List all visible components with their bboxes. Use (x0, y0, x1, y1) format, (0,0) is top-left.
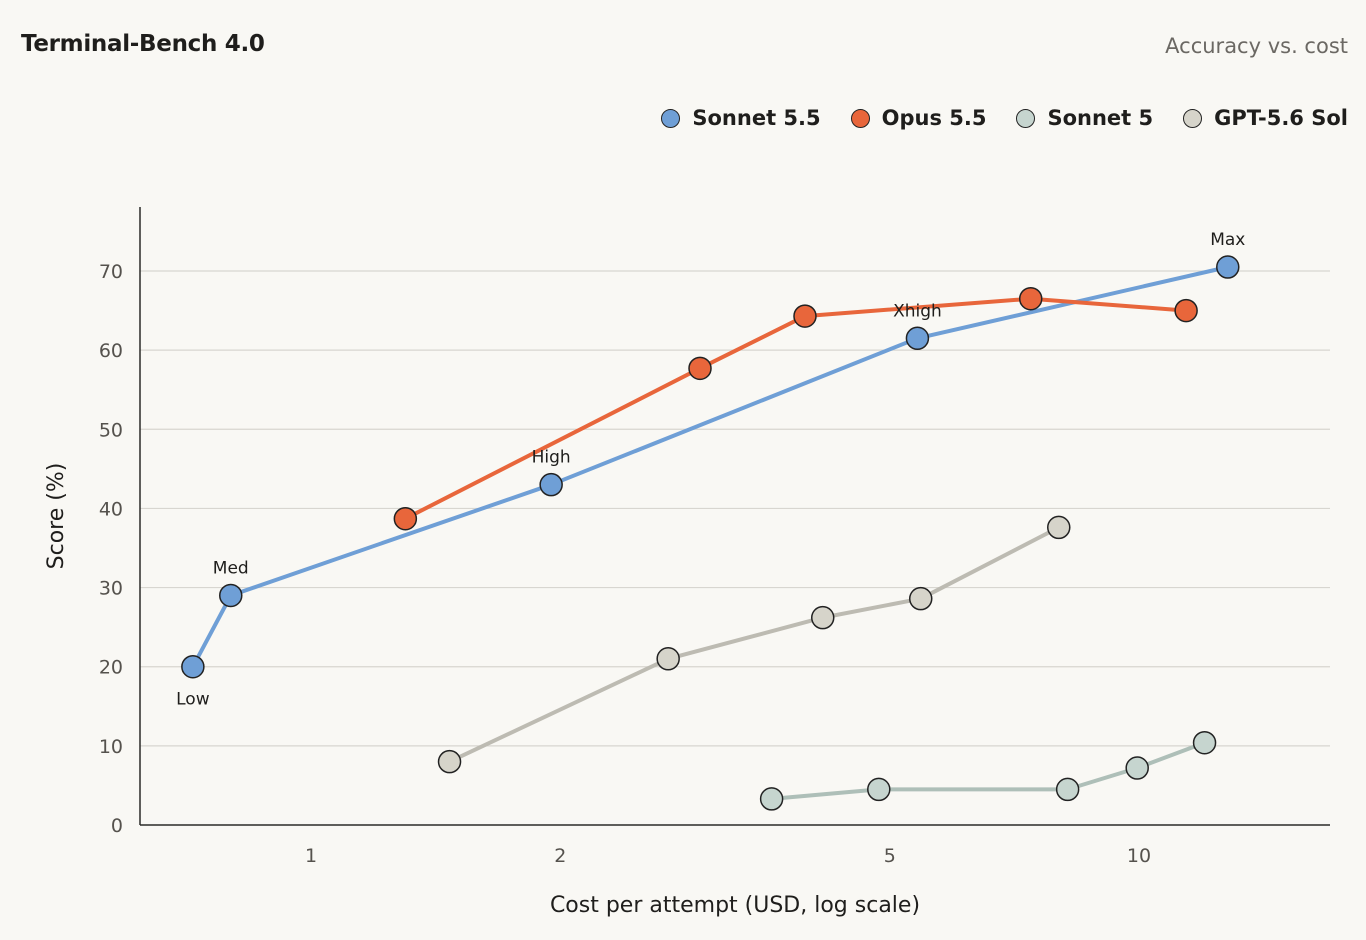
gridlines (140, 270, 1330, 747)
data-point-sonnet-5-5 (181, 654, 205, 679)
data-point-sonnet-5 (1055, 777, 1080, 802)
legend-label-sonnet-5-5: Sonnet 5.5 (692, 106, 821, 130)
y-tick-label: 20 (99, 657, 123, 679)
series-points (181, 255, 1240, 811)
series-line-gpt-5-6-sol (447, 525, 1061, 764)
legend-marker-sonnet-5 (1016, 108, 1036, 128)
point-label-max: Max (1210, 230, 1245, 250)
legend-label-gpt-5-6-sol: GPT-5.6 Sol (1214, 106, 1348, 130)
series-lines (190, 265, 1230, 801)
legend: Sonnet 5.5 Opus 5.5 Sonnet 5 GPT-5.6 Sol (661, 106, 1348, 130)
data-point-gpt-5-6-sol (810, 605, 835, 630)
y-tick-label: 70 (99, 261, 123, 283)
x-tick-label: 5 (884, 845, 896, 867)
x-tick-labels: 1 2 5 10 (305, 845, 1151, 867)
data-point-opus-5-5 (393, 506, 418, 531)
point-label-xhigh: Xhigh (893, 301, 942, 321)
axes (139, 207, 1330, 826)
data-point-sonnet-5 (867, 777, 891, 802)
legend-item-gpt-5-6-sol: GPT-5.6 Sol (1183, 106, 1348, 130)
legend-item-opus-5-5: Opus 5.5 (850, 106, 987, 130)
data-point-sonnet-5-5 (219, 583, 243, 608)
data-point-opus-5-5 (688, 356, 712, 381)
y-tick-labels: 0 10 20 30 40 50 60 70 (99, 261, 123, 837)
series-line-opus-5-5 (403, 296, 1189, 521)
data-point-opus-5-5 (1174, 298, 1198, 323)
y-tick-label: 0 (111, 815, 123, 837)
x-tick-label: 10 (1127, 845, 1151, 867)
chart-subtitle: Accuracy vs. cost (1165, 34, 1348, 58)
y-tick-label: 30 (99, 578, 123, 600)
point-label-high: High (532, 448, 571, 468)
legend-marker-gpt-5-6-sol (1183, 108, 1203, 128)
x-axis-title: Cost per attempt (USD, log scale) (550, 893, 920, 918)
data-point-sonnet-5 (759, 787, 784, 811)
data-point-sonnet-5-5 (905, 326, 930, 351)
chart-title: Terminal-Bench 4.0 (21, 31, 265, 57)
y-tick-label: 10 (99, 736, 123, 758)
point-label-low: Low (176, 690, 210, 710)
x-tick-label: 1 (305, 845, 317, 867)
data-point-gpt-5-6-sol (656, 647, 680, 671)
data-point-gpt-5-6-sol (437, 749, 462, 774)
data-point-opus-5-5 (1018, 286, 1043, 311)
data-point-sonnet-5 (1125, 756, 1149, 780)
y-tick-label: 50 (99, 419, 123, 441)
data-point-opus-5-5 (793, 304, 817, 328)
data-point-sonnet-5-5 (539, 472, 563, 497)
point-labels: Low Med High Xhigh Max (176, 230, 1245, 710)
data-point-gpt-5-6-sol (908, 586, 933, 611)
x-tick-label: 2 (554, 845, 566, 867)
point-label-med: Med (213, 558, 249, 578)
data-point-gpt-5-6-sol (1047, 515, 1071, 540)
legend-marker-sonnet-5-5 (661, 108, 681, 128)
data-point-sonnet-5-5 (1216, 255, 1240, 279)
series-line-sonnet-5-5 (190, 265, 1230, 669)
y-tick-label: 60 (99, 340, 123, 362)
y-axis-title: Score (%) (44, 463, 69, 570)
legend-item-sonnet-5: Sonnet 5 (1016, 106, 1153, 130)
legend-item-sonnet-5-5: Sonnet 5.5 (661, 106, 821, 130)
data-point-sonnet-5 (1192, 730, 1217, 755)
legend-label-sonnet-5: Sonnet 5 (1047, 106, 1154, 130)
legend-marker-opus-5-5 (850, 108, 870, 128)
legend-label-opus-5-5: Opus 5.5 (881, 106, 987, 130)
y-tick-label: 40 (99, 498, 123, 520)
